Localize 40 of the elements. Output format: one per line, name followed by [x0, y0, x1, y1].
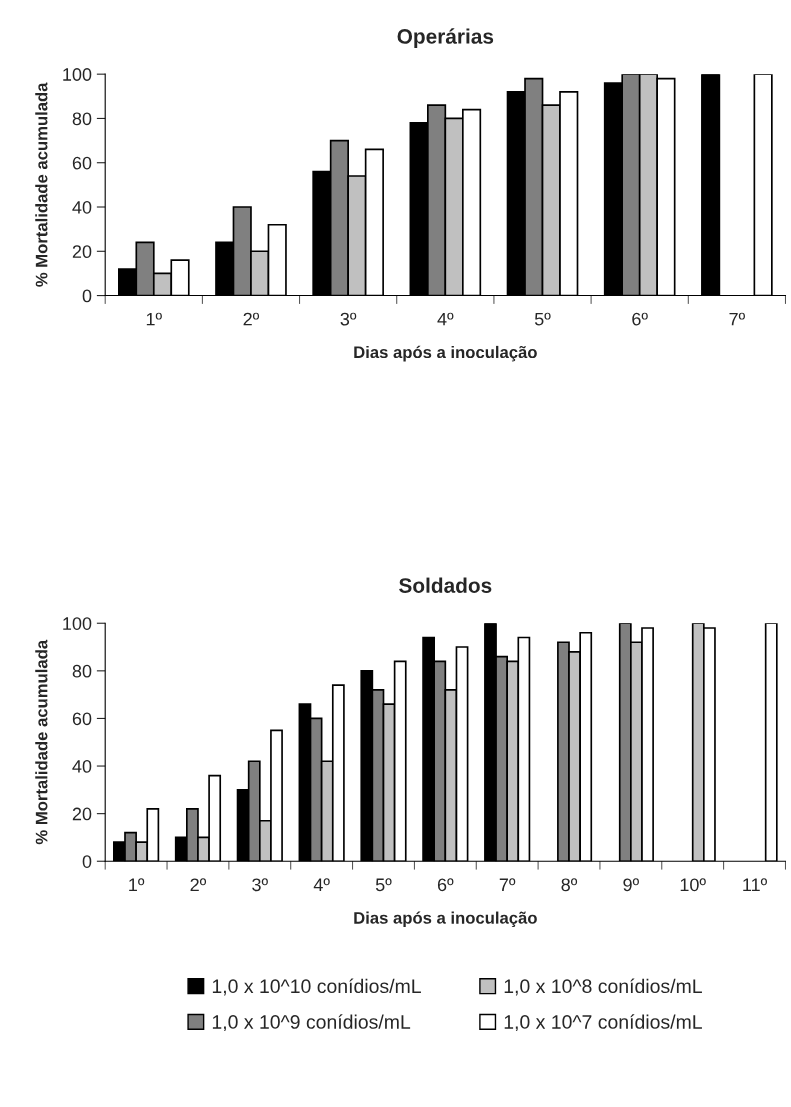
- legend-label: 1,0 x 10^8 conídios/mL: [504, 978, 702, 996]
- x-tick-label: 7º: [499, 878, 516, 891]
- y-tick-label: 40: [72, 200, 92, 214]
- x-tick-label: 5º: [534, 312, 551, 326]
- x-tick-label: 3º: [340, 312, 357, 326]
- chart-title: Operárias: [397, 28, 494, 48]
- y-tick-label: 100: [63, 617, 92, 630]
- y-tick-label: 60: [72, 156, 92, 170]
- y-tick-label: 20: [72, 245, 92, 259]
- y-tick-label: 80: [72, 112, 92, 126]
- x-tick-label: 3º: [252, 878, 268, 892]
- x-tick-label: 1º: [129, 878, 145, 891]
- x-tick-label: 7º: [729, 312, 745, 326]
- legend-label: 1,0 x 10^7 conídios/mL: [504, 1014, 702, 1032]
- x-tick-label: 10º: [680, 878, 706, 892]
- x-tick-label: 8º: [561, 878, 578, 892]
- legend-label: 1,0 x 10^9 conídios/mL: [212, 1014, 411, 1032]
- x-axis-title: Dias após a inoculação: [354, 911, 537, 928]
- chart-title: Soldados: [399, 577, 492, 593]
- x-tick-label: 2º: [190, 878, 207, 891]
- x-tick-label: 4º: [437, 312, 454, 326]
- y-tick-label: 40: [72, 759, 92, 773]
- x-tick-label: 5º: [375, 878, 392, 892]
- y-tick-label: 60: [72, 712, 92, 726]
- x-tick-label: 6º: [437, 878, 454, 892]
- x-tick-label: 11º: [743, 878, 767, 891]
- x-tick-label: 1º: [146, 312, 162, 326]
- y-tick-label: 100: [63, 68, 92, 81]
- y-axis-title: % Mortalidade acumulada: [35, 639, 48, 845]
- x-tick-label: 4º: [313, 878, 330, 891]
- y-axis-title: % Mortalidade acumulada: [35, 82, 48, 287]
- x-axis-title: Dias após a inoculação: [354, 345, 537, 362]
- y-tick-label: 0: [82, 855, 92, 868]
- legend-label: 1,0 x 10^10 conídios/mL: [212, 978, 421, 996]
- x-tick-label: 9º: [623, 878, 639, 892]
- x-tick-label: 6º: [632, 312, 648, 326]
- y-tick-label: 20: [72, 807, 92, 821]
- x-tick-label: 2º: [243, 312, 260, 326]
- y-tick-label: 80: [72, 664, 92, 678]
- y-tick-label: 0: [82, 289, 92, 303]
